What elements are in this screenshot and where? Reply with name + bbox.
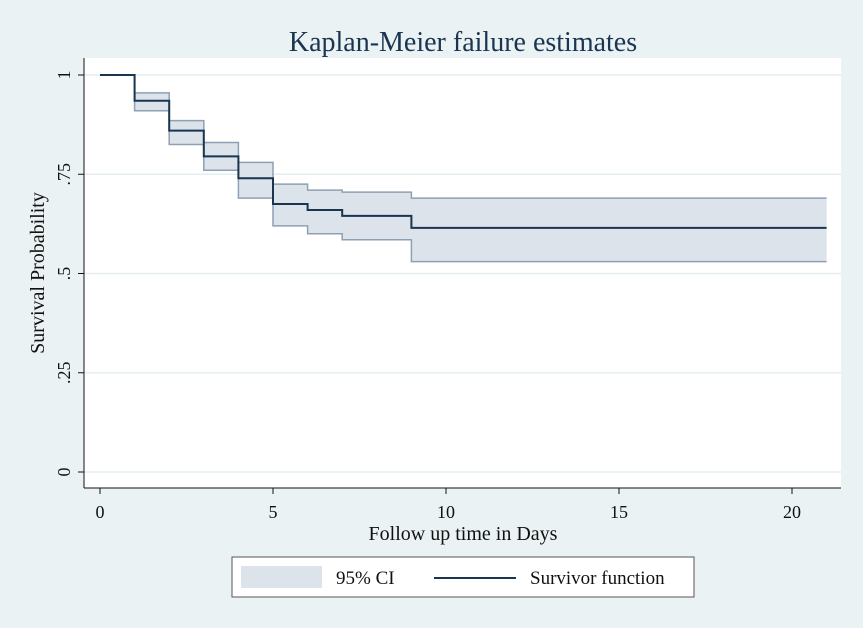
x-tick-label: 0	[96, 502, 105, 522]
legend-label-ci: 95% CI	[336, 568, 395, 589]
y-tick-label: .5	[54, 267, 74, 281]
grid-lines	[84, 74, 841, 473]
legend-label-survivor: Survivor function	[530, 568, 665, 589]
ci-upper-line	[100, 74, 827, 199]
x-ticks: 0 5 10 15 20	[96, 488, 801, 522]
x-tick-label: 15	[610, 502, 628, 522]
y-axis-title: Survival Probability	[27, 192, 49, 354]
y-tick-label: 0	[54, 468, 74, 477]
legend-swatch-ci	[241, 566, 322, 588]
y-ticks: 0 .25 .5 .75 1	[54, 71, 84, 477]
x-tick-label: 10	[437, 502, 455, 522]
ci-band	[100, 74, 827, 263]
x-tick-label: 20	[783, 502, 801, 522]
x-tick-label: 5	[269, 502, 278, 522]
y-tick-label: .75	[54, 163, 74, 186]
y-tick-label: 1	[54, 71, 74, 80]
y-tick-label: .25	[54, 362, 74, 385]
x-axis-title: Follow up time in Days	[369, 523, 558, 545]
chart-title: Kaplan-Meier failure estimates	[289, 27, 637, 58]
legend: 95% CI Survivor function	[231, 556, 695, 598]
ci-lower-line	[100, 74, 827, 263]
ci-band-fill	[100, 75, 827, 262]
survivor-line	[100, 74, 827, 229]
survivor-curve	[100, 74, 827, 229]
